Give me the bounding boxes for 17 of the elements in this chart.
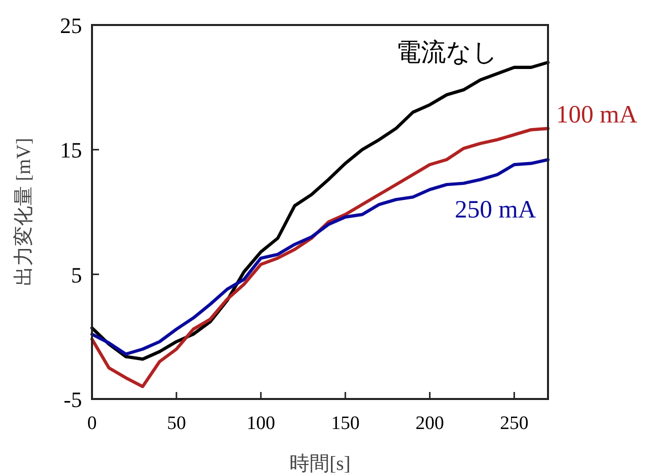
series-label: 250 mA: [454, 196, 536, 224]
x-axis-title: 時間[s]: [289, 453, 351, 475]
x-tick-label: 100: [246, 413, 276, 434]
y-tick-label: 5: [71, 262, 82, 288]
y-tick-label: 25: [60, 13, 82, 38]
x-tick-label: 0: [87, 413, 97, 434]
y-tick-label: 15: [60, 138, 82, 163]
x-tick-label: 50: [166, 413, 186, 434]
line-series: [90, 158, 550, 356]
x-tick-label: 150: [331, 413, 360, 434]
x-tick-label: 250: [500, 413, 528, 434]
x-tick-label: 200: [416, 413, 444, 434]
series-label: 100 mA: [556, 101, 638, 128]
y-axis-title: 出力変化量 [mV]: [12, 138, 35, 286]
series-label: 電流なし: [396, 38, 498, 66]
line-series: [90, 126, 550, 388]
y-tick-label: -5: [64, 387, 82, 412]
